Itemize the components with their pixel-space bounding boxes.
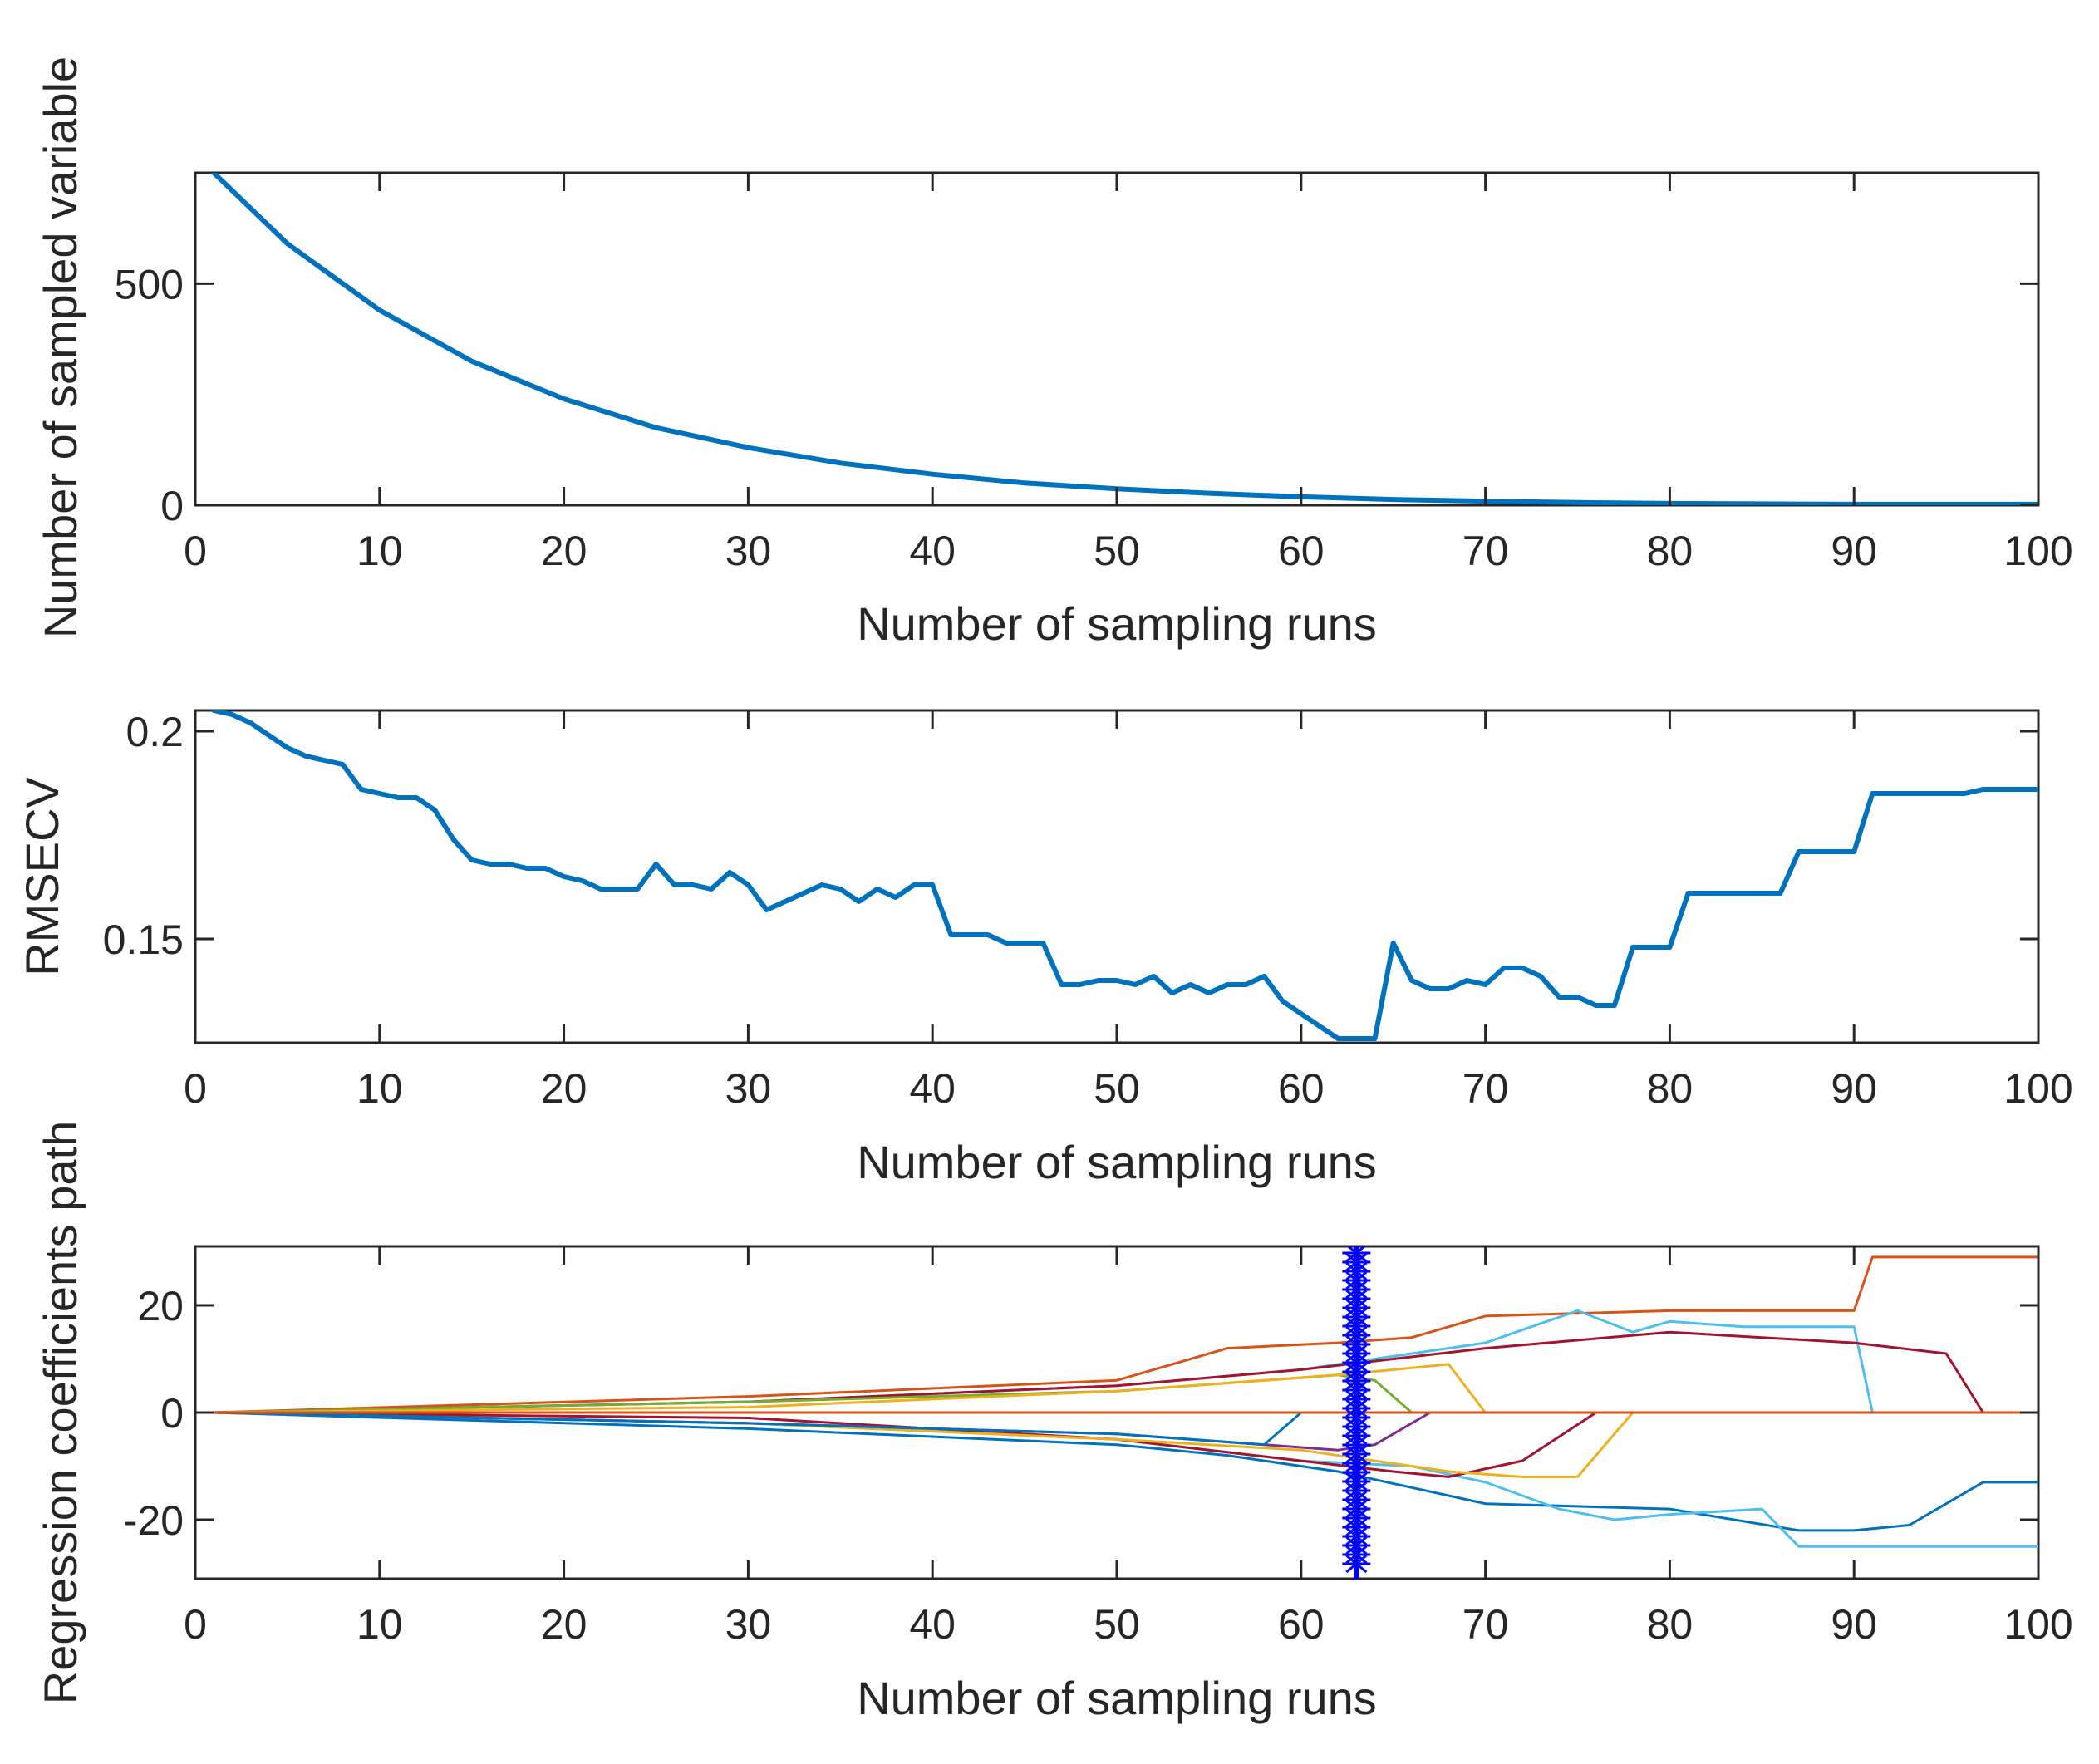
x-tick-label: 20	[541, 1065, 587, 1112]
x-tick-label: 100	[2003, 528, 2072, 574]
x-tick-label: 90	[1831, 1601, 1877, 1648]
x-tick-label: 50	[1094, 1601, 1140, 1648]
x-tick-label: 40	[909, 1065, 956, 1112]
axes-box	[194, 709, 2040, 1044]
optimal-run-asterisk	[1342, 1545, 1371, 1565]
x-tick-label: 80	[1647, 1065, 1693, 1112]
optimal-run-marker	[1342, 1246, 1371, 1579]
x-tick-label: 20	[541, 528, 587, 574]
series-line-5	[212, 1330, 2038, 1414]
y-axis-label: Number of sampled variable	[34, 57, 86, 638]
x-tick-label: 80	[1647, 528, 1693, 574]
x-tick-label: 10	[356, 1065, 403, 1112]
x-tick-label: 60	[1278, 1601, 1325, 1648]
x-tick-label: 70	[1462, 528, 1509, 574]
x-tick-label: 80	[1647, 1601, 1693, 1648]
optimal-run-asterisk	[1342, 1353, 1371, 1373]
optimal-run-asterisk	[1342, 1316, 1371, 1336]
optimal-run-asterisk	[1342, 1444, 1371, 1464]
y-tick-label: 0.15	[103, 916, 184, 963]
optimal-run-asterisk	[1342, 1517, 1371, 1537]
x-tick-label: 70	[1462, 1065, 1509, 1112]
ticks: 0 10 20 30 40 50 60 70 80 90 100 -20 0 20	[124, 1246, 2073, 1648]
x-tick-label: 60	[1278, 528, 1325, 574]
panel-rmsecv: 0 10 20 30 40 50 60 70 80 90 100 0.15 0.2 Number of …	[16, 709, 2073, 1188]
optimal-run-asterisk	[1342, 1334, 1371, 1354]
x-tick-label: 0	[184, 1601, 207, 1648]
optimal-run-asterisk	[1342, 1536, 1371, 1555]
y-tick-label: 0	[160, 1390, 184, 1437]
x-tick-label: 10	[356, 1601, 403, 1648]
x-tick-label: 10	[356, 528, 403, 574]
panel-regression-coefficients: 0 10 20 30 40 50 60 70 80 90 100 -20 0 20 Number of s…	[34, 1121, 2073, 1724]
x-tick-label: 30	[725, 528, 772, 574]
panel-sampled-variables: 0 10 20 30 40 50 60 70 80 90 100 0 500 Number of sam…	[34, 57, 2073, 650]
x-tick-label: 0	[184, 1065, 207, 1112]
optimal-run-asterisk	[1342, 1472, 1371, 1491]
ticks: 0 10 20 30 40 50 60 70 80 90 100 0 500	[115, 173, 2073, 574]
plot-area	[211, 710, 2038, 1041]
series-line-1	[212, 1255, 2038, 1414]
optimal-run-asterisk	[1342, 1270, 1371, 1290]
x-axis-label: Number of sampling runs	[857, 597, 1377, 650]
optimal-run-asterisk	[1342, 1289, 1371, 1309]
series-line-7	[212, 1411, 2038, 1478]
optimal-run-asterisk	[1342, 1298, 1371, 1318]
optimal-run-asterisk	[1342, 1426, 1371, 1446]
optimal-run-asterisk	[1342, 1526, 1371, 1546]
optimal-run-asterisk	[1342, 1362, 1371, 1382]
optimal-run-asterisk	[1342, 1481, 1371, 1501]
x-tick-label: 100	[2003, 1065, 2072, 1112]
optimal-run-asterisk	[1342, 1435, 1371, 1455]
series-line-1	[211, 710, 2038, 1041]
plot-area	[212, 1246, 2038, 1579]
x-tick-label: 30	[725, 1065, 772, 1112]
x-tick-label: 40	[909, 1601, 956, 1648]
x-tick-label: 60	[1278, 1065, 1325, 1112]
optimal-run-asterisk	[1342, 1499, 1371, 1519]
x-tick-label: 20	[541, 1601, 587, 1648]
optimal-run-asterisk	[1342, 1408, 1371, 1427]
optimal-run-asterisk	[1342, 1307, 1371, 1327]
optimal-run-asterisk	[1342, 1261, 1371, 1281]
series-line-2	[212, 1411, 2038, 1532]
y-tick-label: 0	[160, 483, 184, 529]
x-tick-label: 90	[1831, 528, 1877, 574]
optimal-run-asterisk	[1342, 1325, 1371, 1345]
optimal-run-asterisk	[1342, 1246, 1371, 1263]
axes-box	[194, 171, 2040, 507]
x-tick-label: 100	[2003, 1601, 2072, 1648]
x-tick-label: 50	[1094, 528, 1140, 574]
x-tick-label: 50	[1094, 1065, 1140, 1112]
optimal-run-asterisk	[1342, 1344, 1371, 1364]
optimal-run-asterisk	[1342, 1380, 1371, 1400]
x-tick-label: 40	[909, 528, 956, 574]
x-axis-label: Number of sampling runs	[857, 1136, 1377, 1188]
optimal-run-asterisk	[1342, 1280, 1371, 1300]
optimal-run-asterisk	[1342, 1252, 1371, 1272]
optimal-run-asterisk	[1342, 1554, 1371, 1574]
x-axis-label: Number of sampling runs	[857, 1672, 1377, 1724]
optimal-run-asterisk	[1342, 1389, 1371, 1409]
x-tick-label: 0	[184, 528, 207, 574]
y-tick-label: -20	[124, 1497, 184, 1544]
optimal-run-asterisk	[1342, 1490, 1371, 1510]
y-tick-label: 500	[115, 261, 184, 307]
x-tick-label: 90	[1831, 1065, 1877, 1112]
series-line-10	[212, 1363, 2038, 1414]
optimal-run-asterisk	[1342, 1371, 1371, 1391]
x-tick-label: 70	[1462, 1601, 1509, 1648]
optimal-run-asterisk	[1342, 1417, 1371, 1437]
optimal-run-asterisk	[1342, 1398, 1371, 1418]
ticks: 0 10 20 30 40 50 60 70 80 90 100 0.15 0.2	[103, 709, 2073, 1112]
y-axis-label: Regression coefficients path	[34, 1121, 86, 1705]
x-tick-label: 30	[725, 1601, 772, 1648]
optimal-run-asterisk	[1342, 1462, 1371, 1482]
y-tick-label: 0.2	[125, 709, 184, 755]
y-tick-label: 20	[137, 1283, 184, 1329]
y-axis-label: RMSECV	[16, 777, 68, 976]
optimal-run-asterisk	[1342, 1508, 1371, 1528]
optimal-run-asterisk	[1342, 1453, 1371, 1473]
